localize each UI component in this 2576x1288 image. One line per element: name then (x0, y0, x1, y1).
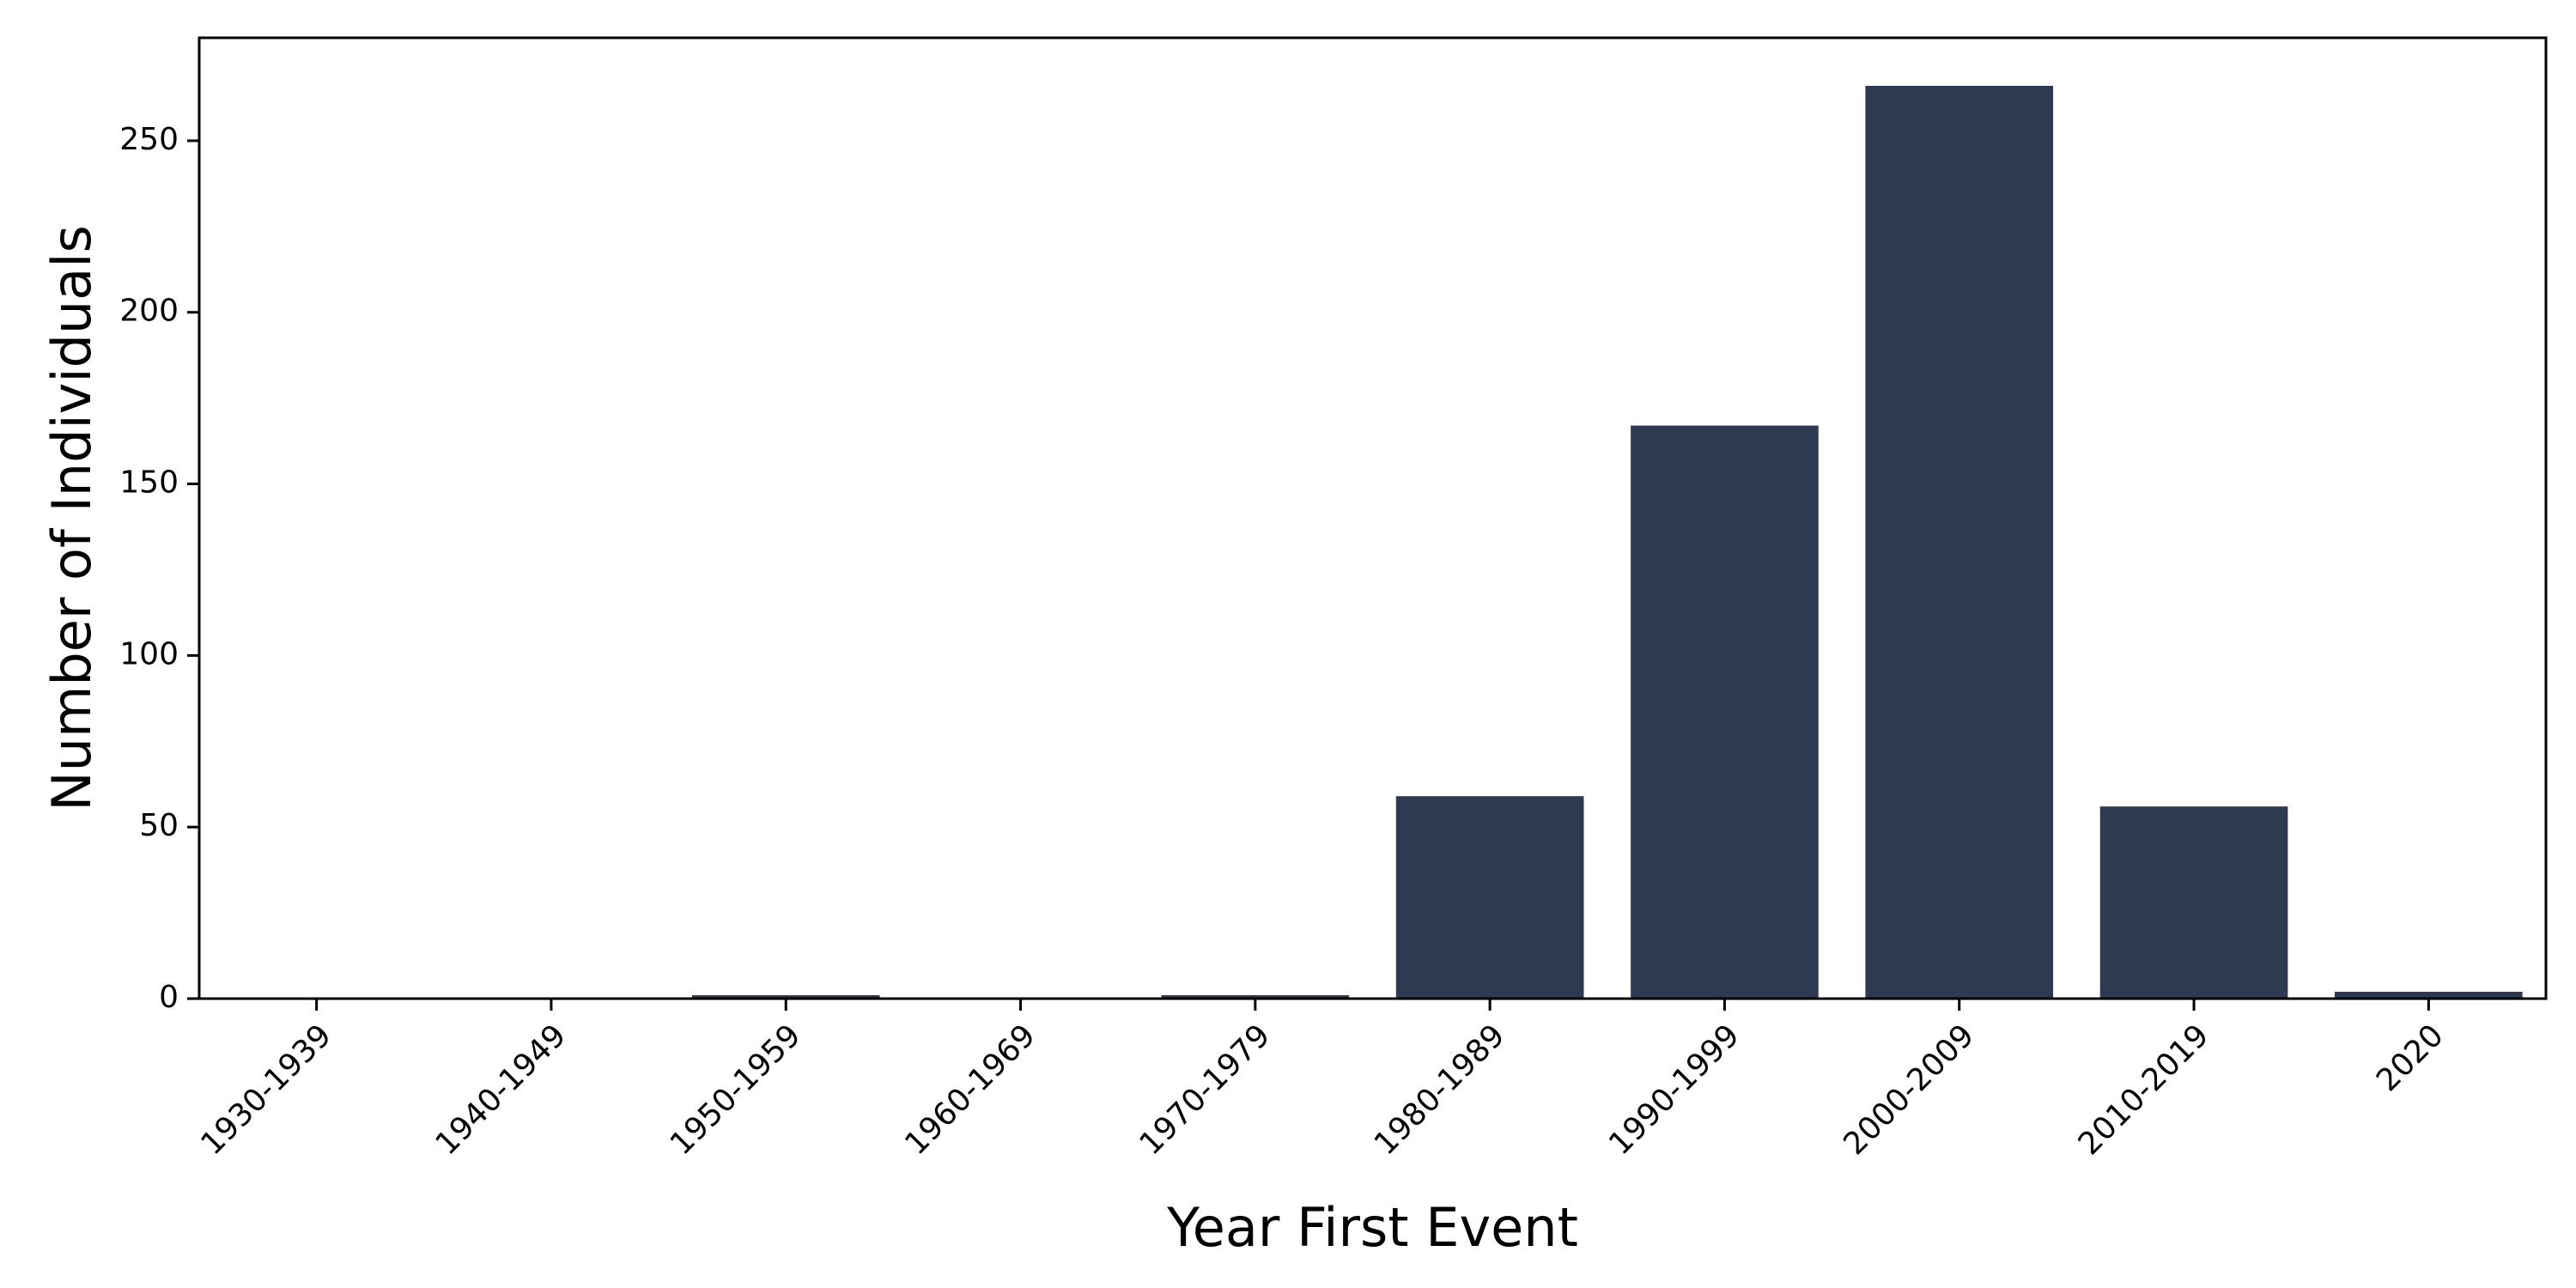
bar-2010-2019 (2099, 806, 2288, 999)
y-tick-label: 150 (119, 465, 179, 501)
y-tick-label: 0 (159, 980, 179, 1015)
y-axis: 0 50 100 150 200 250 (119, 122, 199, 1015)
y-tick-label: 100 (119, 636, 179, 671)
y-tick-label: 50 (139, 808, 179, 843)
y-tick-label: 250 (119, 122, 179, 157)
bar-1950-1959 (691, 995, 880, 999)
plot-frame (197, 36, 2548, 1000)
bars-group (691, 85, 2523, 999)
bar-2000-2009 (1865, 85, 2054, 999)
x-axis-label: Year First Event (1166, 1196, 1578, 1259)
bar-1990-1999 (1631, 425, 1819, 999)
bar-2020 (2335, 992, 2523, 999)
bar-1980-1989 (1395, 796, 1584, 999)
bar-1970-1979 (1161, 995, 1350, 999)
y-tick-label: 200 (119, 294, 179, 329)
y-axis-label: Number of Individuals (40, 225, 103, 811)
